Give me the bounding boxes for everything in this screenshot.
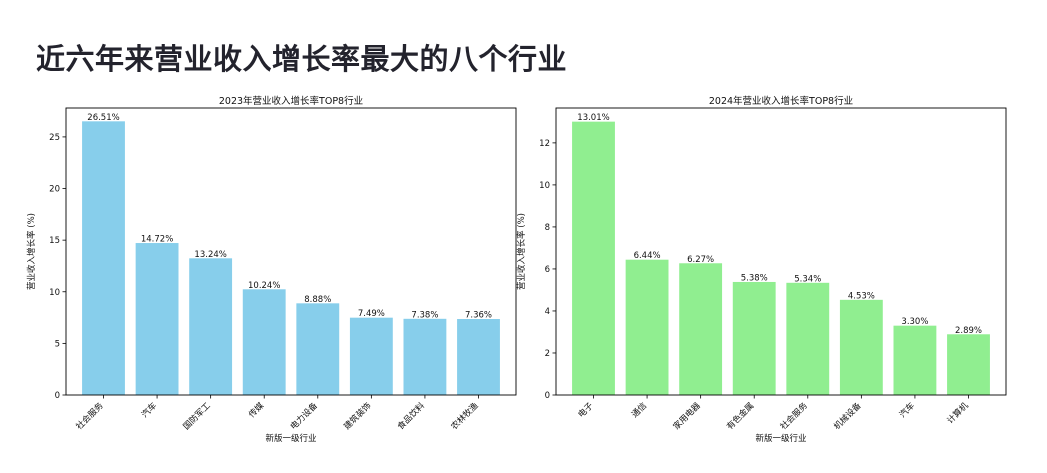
chart-2023-data-label: 26.51%: [87, 113, 119, 123]
chart-2024-x-tick-label: 计算机: [945, 400, 971, 426]
chart-2024-svg: 2024年营业收入增长率TOP8行业 13.01% 电子 6.44% 通信 6.27% 家用…: [516, 95, 1007, 444]
chart-2024-bar: [839, 299, 883, 395]
chart-2023-y-tick-label: 25: [49, 133, 60, 143]
chart-2024-y-tick-label: 12: [539, 139, 550, 149]
chart-2024-axes-frame: [555, 107, 1007, 396]
chart-2024-bar: [732, 281, 776, 395]
chart-2023-data-label: 7.36%: [465, 311, 492, 321]
chart-2024-y-tick-label: 0: [545, 391, 550, 401]
chart-2023-data-label: 14.72%: [141, 235, 173, 245]
chart-2024-data-label: 4.53%: [848, 291, 875, 301]
chart-2024-data-label: 2.89%: [955, 326, 982, 336]
chart-2023-x-tick-label: 国防军工: [181, 400, 213, 432]
chart-2023-y-tick-label: 10: [49, 288, 60, 298]
chart-2024-bar: [947, 334, 990, 395]
page-title: 近六年来营业收入增长率最大的八个行业: [36, 42, 568, 76]
chart-2023-y-tick-label: 20: [49, 185, 60, 195]
chart-2023-y-tick-label: 5: [55, 339, 60, 349]
chart-2024-x-tick-label: 家用电器: [671, 400, 703, 432]
chart-2023-bar: [242, 289, 286, 395]
chart-2024-y-tick-label: 10: [539, 181, 550, 191]
chart-2024-x-axis-label: 新版一级行业: [755, 433, 806, 444]
chart-2024-y-tick-label: 8: [545, 223, 550, 233]
chart-2024-x-tick-label: 电子: [576, 400, 596, 420]
chart-2024-title: 2024年营业收入增长率TOP8行业: [709, 95, 853, 107]
chart-2024-x-tick-label: 有色金属: [725, 400, 757, 432]
chart-2024-y-tick-label: 4: [545, 307, 550, 317]
chart-2023-data-label: 7.49%: [358, 309, 385, 319]
chart-2023-data-label: 13.24%: [194, 250, 226, 260]
chart-2024-bar: [572, 121, 615, 395]
chart-2023-bar: [403, 318, 447, 395]
chart-2023-x-tick-label: 电力设备: [288, 400, 320, 432]
chart-2023-x-tick-label: 汽车: [139, 400, 159, 420]
chart-2024-y-tick-label: 6: [545, 265, 550, 275]
chart-2023-bar: [82, 121, 125, 395]
chart-2023-axes-frame: [65, 107, 517, 396]
chart-2023-bar: [296, 303, 340, 395]
chart-2023: 2023年营业收入增长率TOP8行业 26.51% 社会服务 14.72% 汽车 13.2…: [22, 86, 522, 469]
chart-2023-data-label: 8.88%: [304, 295, 331, 305]
chart-2023-bar: [189, 258, 233, 395]
chart-2024-bar: [893, 325, 937, 395]
chart-2023-x-tick-label: 食品饮料: [395, 400, 427, 432]
chart-2023-x-tick-label: 传媒: [247, 400, 267, 420]
chart-2024: 2024年营业收入增长率TOP8行业 13.01% 电子 6.44% 通信 6.27% 家用…: [512, 86, 1012, 469]
chart-2024-bar: [625, 259, 669, 395]
chart-2023-bar: [457, 319, 500, 395]
chart-2024-y-axis-label: 营业收入增长率 (%): [516, 213, 527, 290]
chart-2023-x-axis-label: 新版一级行业: [265, 433, 316, 444]
chart-2024-bar: [679, 263, 723, 395]
chart-2024-data-label: 5.34%: [794, 274, 821, 284]
chart-2023-y-tick-label: 0: [55, 391, 60, 401]
chart-2023-data-label: 10.24%: [248, 281, 280, 291]
chart-2023-title: 2023年营业收入增长率TOP8行业: [219, 95, 363, 107]
chart-2024-data-label: 6.27%: [687, 255, 714, 265]
chart-2024-data-label: 3.30%: [901, 317, 928, 327]
chart-2024-x-tick-label: 汽车: [897, 400, 917, 420]
chart-2023-x-tick-label: 建筑装饰: [342, 400, 374, 432]
chart-2023-x-tick-label: 农林牧渔: [449, 400, 481, 432]
chart-2023-y-axis-label: 营业收入增长率 (%): [26, 213, 37, 290]
chart-2024-x-tick-label: 通信: [629, 400, 649, 420]
chart-2023-bar: [135, 243, 179, 395]
chart-2024-x-tick-label: 社会服务: [778, 400, 810, 432]
chart-2024-x-tick-label: 机械设备: [832, 400, 864, 432]
chart-2023-bar: [349, 317, 393, 395]
chart-2023-y-tick-label: 15: [49, 236, 60, 246]
chart-2024-data-label: 5.38%: [741, 273, 768, 283]
chart-2024-data-label: 6.44%: [634, 251, 661, 261]
chart-2023-data-label: 7.38%: [411, 310, 438, 320]
chart-2023-x-tick-label: 社会服务: [74, 400, 106, 432]
chart-2023-svg: 2023年营业收入增长率TOP8行业 26.51% 社会服务 14.72% 汽车 13.2…: [26, 95, 517, 444]
chart-2024-bar: [786, 282, 830, 395]
chart-2024-y-tick-label: 2: [545, 349, 550, 359]
chart-2024-data-label: 13.01%: [577, 113, 609, 123]
